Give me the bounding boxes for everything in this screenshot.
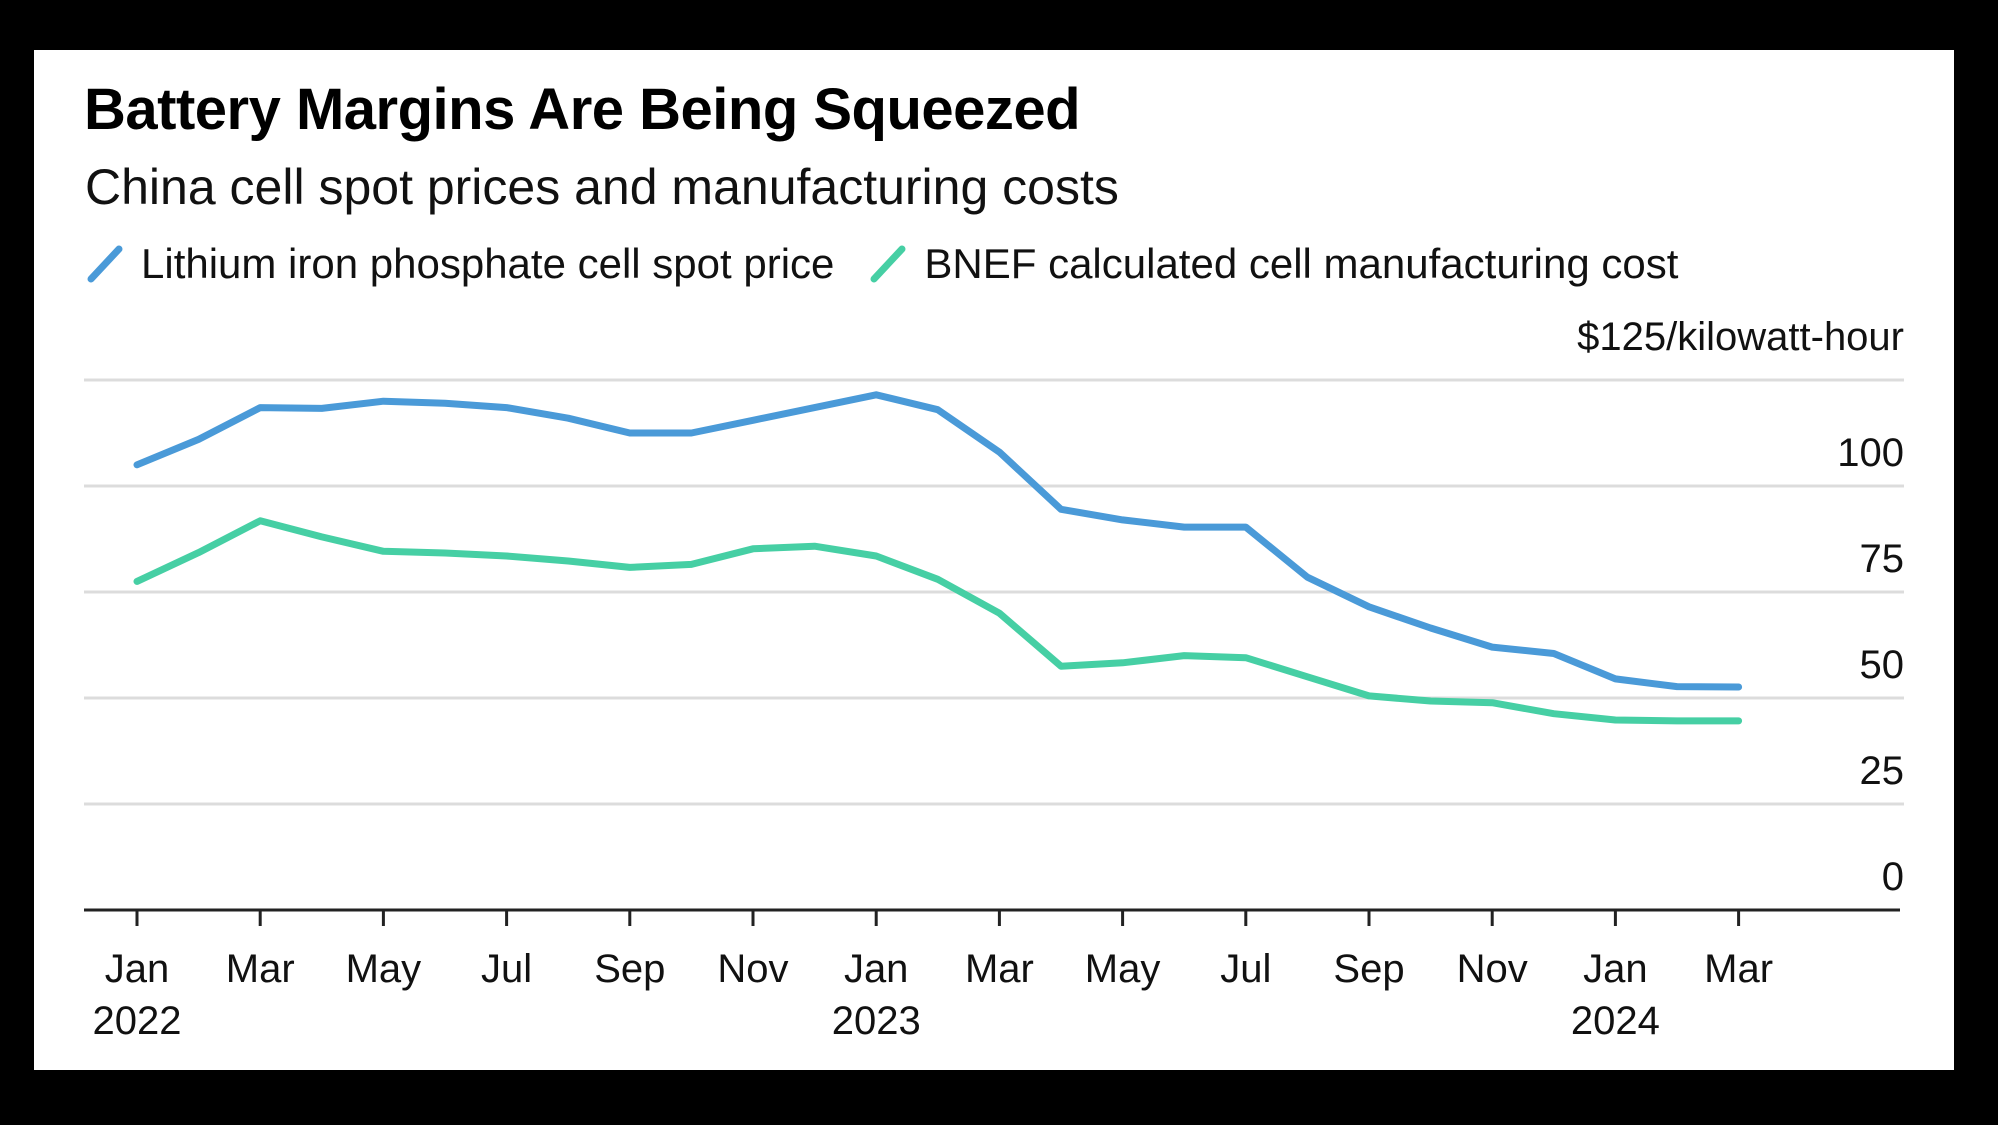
x-year-label-2023: 2023 xyxy=(832,999,921,1043)
x-tick-label-4: Sep xyxy=(594,947,665,991)
x-tick-label-6: Jan xyxy=(844,947,909,991)
x-tick-label-5: Nov xyxy=(717,947,788,991)
legend-item-manufacturing-cost: BNEF calculated cell manufacturing cost xyxy=(868,240,1678,288)
line-chart: 0 25 50 75 100 Jan 2022 Mar May Jul Sep Nov Jan 2023 M… xyxy=(84,315,1905,1043)
y-tick-label-25: 25 xyxy=(1860,749,1905,793)
x-year-label-2022: 2022 xyxy=(93,999,182,1043)
x-tick-label-9: Jul xyxy=(1220,947,1271,991)
x-tick-label-10: Sep xyxy=(1333,947,1404,991)
x-tick-label-1: Mar xyxy=(226,947,295,991)
x-tick-label-3: Jul xyxy=(481,947,532,991)
x-tick-label-0: Jan xyxy=(105,947,170,991)
y-tick-label-0: 0 xyxy=(1882,855,1904,899)
x-tick-label-8: May xyxy=(1085,947,1161,991)
y-axis-unit-label: $125/kilowatt-hour xyxy=(1577,315,1904,359)
legend-label-spot-price: Lithium iron phosphate cell spot price xyxy=(141,240,835,287)
legend-swatch-spot-price xyxy=(87,245,123,283)
legend: Lithium iron phosphate cell spot price B… xyxy=(85,240,1712,288)
x-tick-label-2: May xyxy=(346,947,422,991)
legend-swatch-manufacturing-cost xyxy=(870,245,906,283)
chart-card: Battery Margins Are Being Squeezed China… xyxy=(34,50,1954,1070)
legend-item-spot-price: Lithium iron phosphate cell spot price xyxy=(85,240,834,288)
legend-label-manufacturing-cost: BNEF calculated cell manufacturing cost xyxy=(924,240,1679,287)
series-line-spot-price xyxy=(133,391,1743,691)
x-tick-label-11: Nov xyxy=(1457,947,1528,991)
y-tick-label-75: 75 xyxy=(1860,537,1905,581)
x-tick-label-7: Mar xyxy=(965,947,1034,991)
x-year-label-2024: 2024 xyxy=(1571,999,1660,1043)
x-tick-label-13: Mar xyxy=(1704,947,1773,991)
series-line-manufacturing-cost xyxy=(133,517,1743,725)
y-tick-label-100: 100 xyxy=(1837,431,1904,475)
chart-subtitle: China cell spot prices and manufacturing… xyxy=(85,159,1119,215)
chart-title: Battery Margins Are Being Squeezed xyxy=(84,77,1081,142)
y-tick-label-50: 50 xyxy=(1860,643,1905,687)
x-tick-label-12: Jan xyxy=(1583,947,1648,991)
